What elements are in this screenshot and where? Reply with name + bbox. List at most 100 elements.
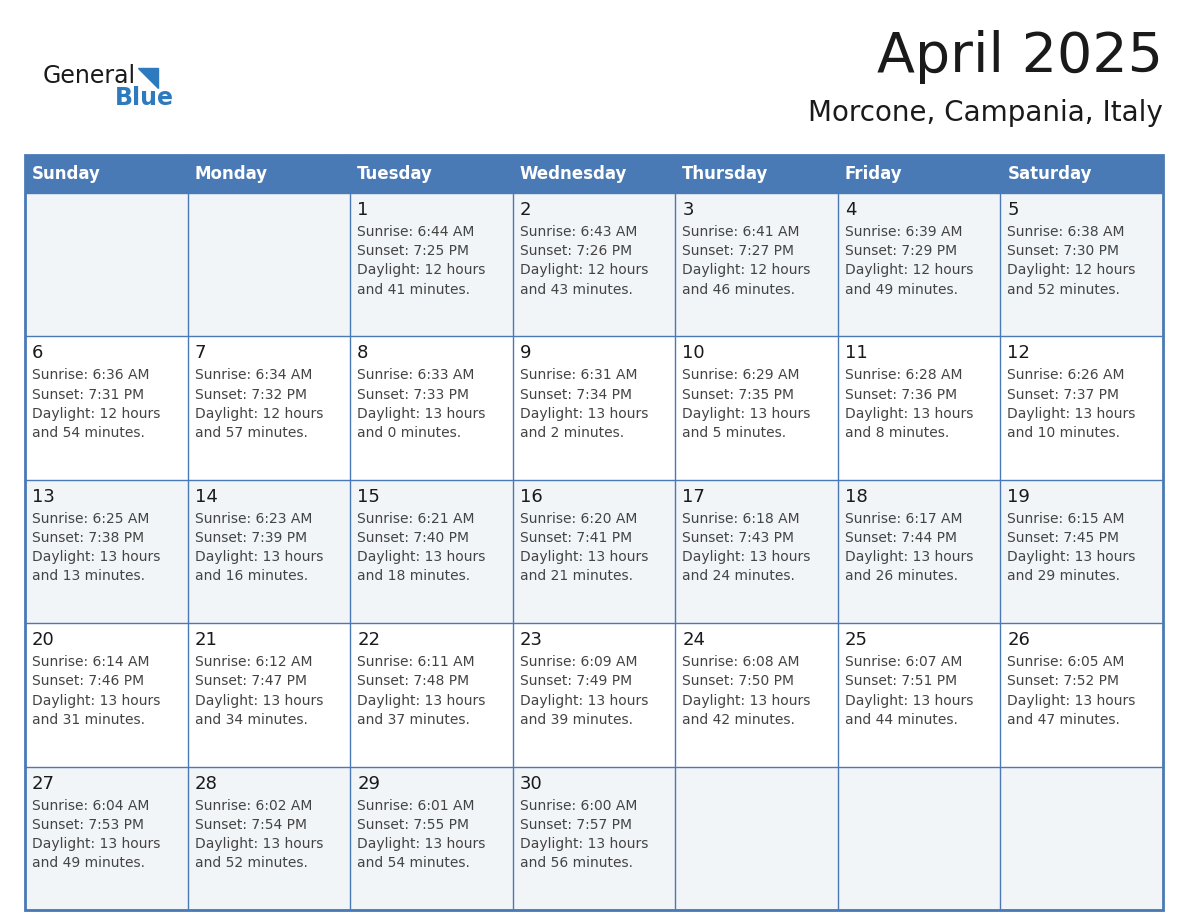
Text: Daylight: 12 hours: Daylight: 12 hours xyxy=(682,263,810,277)
Text: 30: 30 xyxy=(519,775,543,792)
Text: 9: 9 xyxy=(519,344,531,363)
Text: and 13 minutes.: and 13 minutes. xyxy=(32,569,145,584)
Text: Wednesday: Wednesday xyxy=(519,165,627,183)
Text: Daylight: 13 hours: Daylight: 13 hours xyxy=(519,550,649,565)
Text: Daylight: 13 hours: Daylight: 13 hours xyxy=(32,837,160,851)
Text: Sunset: 7:44 PM: Sunset: 7:44 PM xyxy=(845,531,956,545)
Text: Daylight: 13 hours: Daylight: 13 hours xyxy=(195,550,323,565)
Text: Sunrise: 6:07 AM: Sunrise: 6:07 AM xyxy=(845,655,962,669)
Text: Sunrise: 6:26 AM: Sunrise: 6:26 AM xyxy=(1007,368,1125,383)
Text: Sunset: 7:55 PM: Sunset: 7:55 PM xyxy=(358,818,469,832)
Text: Sunset: 7:35 PM: Sunset: 7:35 PM xyxy=(682,387,795,401)
Text: Sunset: 7:54 PM: Sunset: 7:54 PM xyxy=(195,818,307,832)
Text: and 49 minutes.: and 49 minutes. xyxy=(845,283,958,297)
Text: Daylight: 13 hours: Daylight: 13 hours xyxy=(1007,550,1136,565)
Text: Daylight: 12 hours: Daylight: 12 hours xyxy=(32,407,160,420)
Text: Daylight: 13 hours: Daylight: 13 hours xyxy=(358,694,486,708)
Bar xyxy=(1000,155,1163,193)
Bar xyxy=(513,155,675,193)
Text: Saturday: Saturday xyxy=(1007,165,1092,183)
Text: Daylight: 13 hours: Daylight: 13 hours xyxy=(32,550,160,565)
Bar xyxy=(25,623,1163,767)
Text: and 46 minutes.: and 46 minutes. xyxy=(682,283,795,297)
Text: Sunrise: 6:43 AM: Sunrise: 6:43 AM xyxy=(519,225,637,239)
Text: and 18 minutes.: and 18 minutes. xyxy=(358,569,470,584)
Text: Daylight: 13 hours: Daylight: 13 hours xyxy=(195,837,323,851)
Bar xyxy=(675,155,838,193)
Text: Daylight: 13 hours: Daylight: 13 hours xyxy=(845,550,973,565)
Text: Daylight: 13 hours: Daylight: 13 hours xyxy=(682,550,810,565)
Bar xyxy=(25,155,1163,910)
Text: and 54 minutes.: and 54 minutes. xyxy=(358,856,470,870)
Text: Sunset: 7:30 PM: Sunset: 7:30 PM xyxy=(1007,244,1119,258)
Text: 1: 1 xyxy=(358,201,368,219)
Text: Sunset: 7:34 PM: Sunset: 7:34 PM xyxy=(519,387,632,401)
Polygon shape xyxy=(138,68,158,88)
Text: Tuesday: Tuesday xyxy=(358,165,432,183)
Text: Sunrise: 6:15 AM: Sunrise: 6:15 AM xyxy=(1007,512,1125,526)
Text: 4: 4 xyxy=(845,201,857,219)
Text: and 0 minutes.: and 0 minutes. xyxy=(358,426,461,440)
Text: and 24 minutes.: and 24 minutes. xyxy=(682,569,795,584)
Text: Friday: Friday xyxy=(845,165,903,183)
Text: Sunset: 7:52 PM: Sunset: 7:52 PM xyxy=(1007,675,1119,688)
Text: Sunset: 7:48 PM: Sunset: 7:48 PM xyxy=(358,675,469,688)
Text: and 5 minutes.: and 5 minutes. xyxy=(682,426,786,440)
Text: Daylight: 12 hours: Daylight: 12 hours xyxy=(358,263,486,277)
Bar xyxy=(25,336,1163,480)
Text: Daylight: 13 hours: Daylight: 13 hours xyxy=(682,407,810,420)
Text: Daylight: 12 hours: Daylight: 12 hours xyxy=(195,407,323,420)
Text: and 43 minutes.: and 43 minutes. xyxy=(519,283,632,297)
Text: and 29 minutes.: and 29 minutes. xyxy=(1007,569,1120,584)
Text: 19: 19 xyxy=(1007,487,1030,506)
Text: and 16 minutes.: and 16 minutes. xyxy=(195,569,308,584)
Text: Sunrise: 6:21 AM: Sunrise: 6:21 AM xyxy=(358,512,475,526)
Text: 16: 16 xyxy=(519,487,543,506)
Text: Daylight: 13 hours: Daylight: 13 hours xyxy=(1007,407,1136,420)
Text: Sunrise: 6:23 AM: Sunrise: 6:23 AM xyxy=(195,512,312,526)
Text: Sunday: Sunday xyxy=(32,165,101,183)
Text: Daylight: 13 hours: Daylight: 13 hours xyxy=(519,837,649,851)
Text: Sunrise: 6:33 AM: Sunrise: 6:33 AM xyxy=(358,368,474,383)
Text: Sunset: 7:49 PM: Sunset: 7:49 PM xyxy=(519,675,632,688)
Text: Sunset: 7:51 PM: Sunset: 7:51 PM xyxy=(845,675,958,688)
Text: 22: 22 xyxy=(358,632,380,649)
Text: Sunset: 7:50 PM: Sunset: 7:50 PM xyxy=(682,675,795,688)
Bar xyxy=(25,193,1163,336)
Text: Daylight: 13 hours: Daylight: 13 hours xyxy=(358,837,486,851)
Text: and 49 minutes.: and 49 minutes. xyxy=(32,856,145,870)
Text: Sunset: 7:25 PM: Sunset: 7:25 PM xyxy=(358,244,469,258)
Text: Blue: Blue xyxy=(115,86,173,110)
Text: Daylight: 13 hours: Daylight: 13 hours xyxy=(32,694,160,708)
Bar xyxy=(188,155,350,193)
Text: and 34 minutes.: and 34 minutes. xyxy=(195,712,308,727)
Text: and 57 minutes.: and 57 minutes. xyxy=(195,426,308,440)
Text: and 39 minutes.: and 39 minutes. xyxy=(519,712,633,727)
Text: Sunrise: 6:38 AM: Sunrise: 6:38 AM xyxy=(1007,225,1125,239)
Text: and 56 minutes.: and 56 minutes. xyxy=(519,856,633,870)
Text: Sunset: 7:45 PM: Sunset: 7:45 PM xyxy=(1007,531,1119,545)
Text: and 42 minutes.: and 42 minutes. xyxy=(682,712,795,727)
Text: Daylight: 13 hours: Daylight: 13 hours xyxy=(195,694,323,708)
Text: Sunset: 7:41 PM: Sunset: 7:41 PM xyxy=(519,531,632,545)
Text: Sunrise: 6:41 AM: Sunrise: 6:41 AM xyxy=(682,225,800,239)
Text: Sunrise: 6:20 AM: Sunrise: 6:20 AM xyxy=(519,512,637,526)
Text: Sunrise: 6:05 AM: Sunrise: 6:05 AM xyxy=(1007,655,1125,669)
Text: and 54 minutes.: and 54 minutes. xyxy=(32,426,145,440)
Text: Daylight: 12 hours: Daylight: 12 hours xyxy=(1007,263,1136,277)
Text: Sunrise: 6:12 AM: Sunrise: 6:12 AM xyxy=(195,655,312,669)
Text: Sunset: 7:38 PM: Sunset: 7:38 PM xyxy=(32,531,144,545)
Text: Daylight: 12 hours: Daylight: 12 hours xyxy=(519,263,649,277)
Text: 26: 26 xyxy=(1007,632,1030,649)
Text: Sunrise: 6:28 AM: Sunrise: 6:28 AM xyxy=(845,368,962,383)
Text: 15: 15 xyxy=(358,487,380,506)
Text: and 10 minutes.: and 10 minutes. xyxy=(1007,426,1120,440)
Text: Morcone, Campania, Italy: Morcone, Campania, Italy xyxy=(808,99,1163,127)
Text: and 8 minutes.: and 8 minutes. xyxy=(845,426,949,440)
Text: Daylight: 13 hours: Daylight: 13 hours xyxy=(519,407,649,420)
Text: Daylight: 13 hours: Daylight: 13 hours xyxy=(1007,694,1136,708)
Text: Sunrise: 6:17 AM: Sunrise: 6:17 AM xyxy=(845,512,962,526)
Text: Sunrise: 6:14 AM: Sunrise: 6:14 AM xyxy=(32,655,150,669)
Text: 11: 11 xyxy=(845,344,867,363)
Text: Sunrise: 6:29 AM: Sunrise: 6:29 AM xyxy=(682,368,800,383)
